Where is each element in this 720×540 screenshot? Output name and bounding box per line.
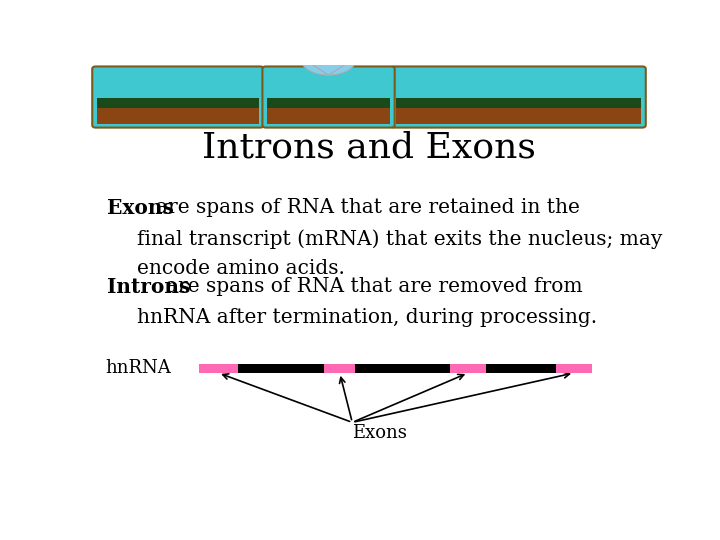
Text: hnRNA after termination, during processing.: hnRNA after termination, during processi… — [138, 308, 598, 327]
Text: Introns: Introns — [107, 277, 190, 297]
Text: Introns and Exons: Introns and Exons — [202, 131, 536, 165]
Text: are spans of RNA that are retained in the: are spans of RNA that are retained in th… — [156, 198, 580, 217]
Bar — [556, 364, 593, 373]
Bar — [267, 103, 390, 124]
Text: Exons: Exons — [107, 198, 174, 218]
Ellipse shape — [325, 43, 348, 55]
FancyBboxPatch shape — [391, 66, 646, 127]
Bar — [199, 364, 238, 373]
Bar — [355, 364, 450, 373]
Text: encode amino acids.: encode amino acids. — [138, 259, 346, 279]
Bar — [486, 364, 556, 373]
Text: final transcript (mRNA) that exits the nucleus; may: final transcript (mRNA) that exits the n… — [138, 229, 663, 249]
Bar — [238, 364, 324, 373]
Bar — [396, 98, 641, 107]
Polygon shape — [306, 60, 351, 75]
Bar — [97, 103, 258, 124]
Bar — [324, 364, 355, 373]
Ellipse shape — [305, 39, 336, 56]
FancyBboxPatch shape — [262, 66, 395, 127]
Text: are spans of RNA that are removed from: are spans of RNA that are removed from — [166, 277, 583, 296]
Bar — [97, 98, 258, 107]
Bar — [396, 103, 641, 124]
FancyBboxPatch shape — [92, 66, 264, 127]
Bar — [450, 364, 486, 373]
Text: hnRNA: hnRNA — [105, 359, 171, 377]
Text: Exons: Exons — [352, 424, 407, 442]
Bar — [267, 98, 390, 107]
Ellipse shape — [301, 42, 356, 75]
